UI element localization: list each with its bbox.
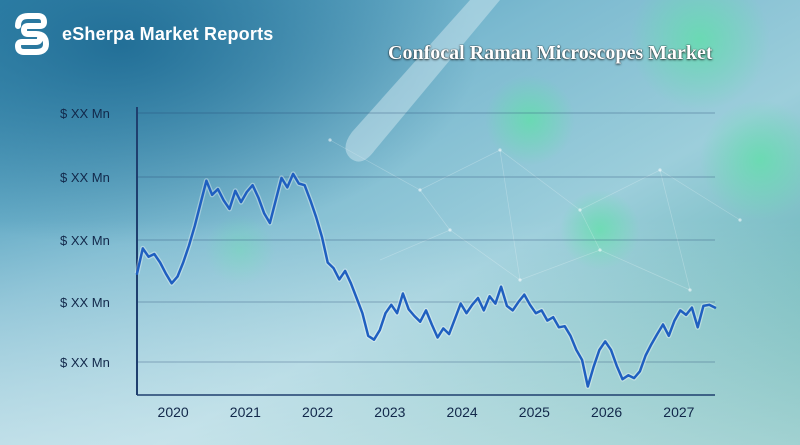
y-tick-label: $ XX Mn (60, 233, 110, 248)
series-line-halo (134, 171, 717, 389)
series-line-1 (135, 172, 717, 388)
y-tick-label: $ XX Mn (60, 295, 110, 310)
x-tick-label: 2022 (302, 404, 333, 420)
y-tick-label: $ XX Mn (60, 355, 110, 370)
brand: eSherpa Market Reports (10, 12, 273, 56)
esherpa-s-logo-icon (15, 13, 49, 55)
y-tick-label: $ XX Mn (60, 170, 110, 185)
x-tick-label: 2027 (663, 404, 694, 420)
x-tick-label: 2021 (230, 404, 261, 420)
x-tick-label: 2020 (158, 404, 189, 420)
brand-name: eSherpa Market Reports (62, 23, 274, 44)
y-tick-label: $ XX Mn (60, 106, 110, 121)
chart-title: Confocal Raman Microscopes Market (388, 42, 713, 64)
x-tick-label: 2024 (447, 404, 478, 420)
x-tick-label: 2025 (519, 404, 550, 420)
x-tick-label: 2026 (591, 404, 622, 420)
x-tick-label: 2023 (374, 404, 405, 420)
